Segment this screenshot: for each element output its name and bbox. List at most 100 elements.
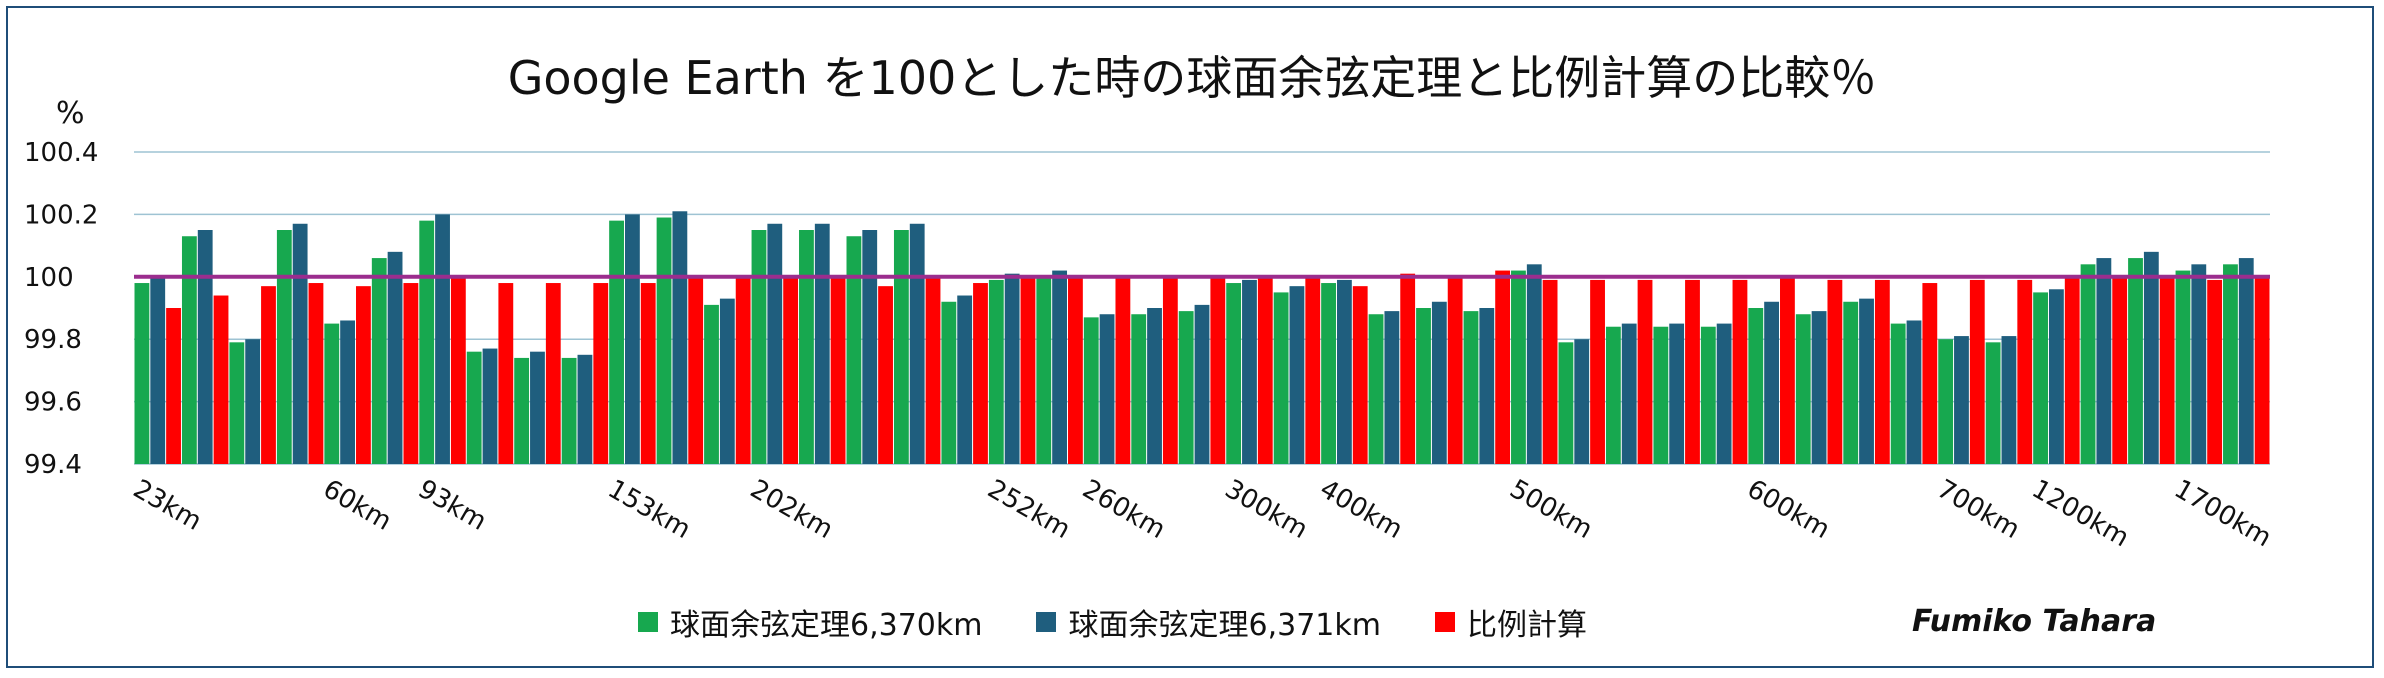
- bar-series-2: [767, 223, 783, 464]
- x-tick-label: 252km: [982, 474, 1075, 545]
- bar-series-2: [245, 339, 261, 464]
- y-tick-label: 100: [24, 263, 74, 293]
- legend-label-series-2: 球面余弦定理6,371km: [1068, 608, 1381, 643]
- bar-series-2: [1859, 298, 1874, 464]
- x-tick-label: 260km: [1077, 474, 1170, 545]
- bar-series-2: [957, 295, 973, 464]
- bar-series-2: [862, 230, 878, 464]
- bar-series-2: [1621, 323, 1637, 464]
- bar-series-3: [1115, 276, 1131, 464]
- bar-series-3: [545, 283, 561, 464]
- bar-series-3: [925, 276, 941, 464]
- bar-series-2: [1479, 308, 1495, 464]
- bar-series-3: [1827, 279, 1843, 464]
- x-tick-label: 400km: [1315, 474, 1408, 545]
- bar-series-2: [482, 348, 498, 464]
- bar-series-3: [1922, 283, 1938, 464]
- bar-series-3: [640, 283, 656, 464]
- bar-series-1: [276, 230, 292, 464]
- bar-series-3: [1257, 276, 1273, 464]
- bar-series-1: [1653, 326, 1669, 464]
- bar-series-1: [1321, 283, 1336, 464]
- x-tick-label: 700km: [1932, 474, 2025, 545]
- bar-series-1: [2223, 264, 2238, 464]
- legend-item-series-2: 球面余弦定理6,371km: [1036, 600, 1381, 644]
- bar-series-1: [1131, 314, 1147, 464]
- bar-series-1: [371, 258, 387, 464]
- bar-series-2: [1289, 286, 1305, 464]
- x-tick-label: 93km: [413, 474, 492, 537]
- bar-series-3: [1874, 279, 1890, 464]
- bar-series-3: [1685, 279, 1700, 464]
- bar-series-2: [1574, 339, 1590, 464]
- y-tick-label: 99.6: [24, 388, 82, 418]
- bar-series-3: [261, 286, 276, 464]
- bar-series-3: [2112, 276, 2128, 464]
- bar-series-2: [577, 354, 593, 464]
- bar-series-2: [1052, 270, 1068, 464]
- bar-series-1: [1083, 317, 1099, 464]
- bar-series-1: [704, 304, 719, 464]
- x-tick-label: 202km: [745, 474, 838, 545]
- bar-series-3: [688, 276, 704, 464]
- bar-series-1: [419, 220, 435, 464]
- bar-series-1: [656, 217, 672, 464]
- bar-series-3: [2017, 279, 2033, 464]
- legend-swatch-series-3: [1434, 612, 1455, 632]
- x-tick-label: 500km: [1505, 474, 1598, 545]
- bar-series-1: [1463, 311, 1479, 464]
- bar-series-3: [1210, 276, 1226, 464]
- bar-series-3: [1590, 279, 1605, 464]
- bar-series-1: [2033, 292, 2048, 464]
- bar-series-1: [1558, 342, 1574, 464]
- bar-series-3: [2064, 276, 2080, 464]
- bar-series-1: [1795, 314, 1811, 464]
- bar-series-2: [1954, 336, 1969, 464]
- y-tick-label: 100.2: [24, 200, 98, 230]
- bar-series-2: [1147, 308, 1162, 464]
- bar-series-3: [1162, 276, 1178, 464]
- bar-series-1: [1605, 326, 1621, 464]
- bar-series-3: [830, 276, 846, 464]
- bar-series-2: [292, 223, 308, 464]
- x-tick-label: 300km: [1220, 474, 1313, 545]
- bar-series-1: [466, 351, 482, 464]
- bar-series-2: [435, 214, 450, 464]
- bar-series-3: [973, 283, 988, 464]
- bar-series-2: [1099, 314, 1115, 464]
- bar-series-2: [814, 223, 830, 464]
- bar-series-3: [1637, 279, 1653, 464]
- bar-series-1: [1036, 276, 1052, 464]
- bar-series-1: [514, 357, 530, 464]
- bar-series-3: [2207, 279, 2223, 464]
- chart-title: Google Earth を100とした時の球面余弦定理と比例計算の比較％: [507, 51, 1877, 105]
- bar-series-1: [2080, 264, 2096, 464]
- bar-series-2: [340, 320, 356, 464]
- y-tick-label: 99.4: [24, 450, 82, 480]
- bar-series-2: [2001, 336, 2017, 464]
- bar-series-3: [1542, 279, 1558, 464]
- bar-series-2: [719, 298, 735, 464]
- bar-series-2: [2048, 289, 2064, 464]
- bar-series-3: [1020, 276, 1036, 464]
- bar-series-2: [2143, 251, 2159, 464]
- bar-series-3: [1732, 279, 1748, 464]
- bar-series-1: [181, 236, 197, 464]
- bar-series-1: [2128, 258, 2143, 464]
- bar-series-1: [1273, 292, 1289, 464]
- bar-series-1: [1748, 308, 1764, 464]
- bar-series-3: [308, 283, 324, 464]
- bar-series-2: [1431, 301, 1447, 464]
- bar-series-1: [229, 342, 245, 464]
- bar-series-1: [1511, 270, 1526, 464]
- legend-item-series-3: 比例計算: [1434, 600, 1587, 644]
- bar-series-2: [2096, 258, 2112, 464]
- legend-label-series-3: 比例計算: [1466, 608, 1587, 643]
- bar-series-1: [1985, 342, 2001, 464]
- bar-series-1: [1226, 283, 1242, 464]
- y-tick-label: 99.8: [24, 325, 82, 355]
- bar-series-2: [1669, 323, 1685, 464]
- bar-series-3: [403, 283, 419, 464]
- bar-series-3: [1447, 276, 1463, 464]
- bar-series-1: [1178, 311, 1194, 464]
